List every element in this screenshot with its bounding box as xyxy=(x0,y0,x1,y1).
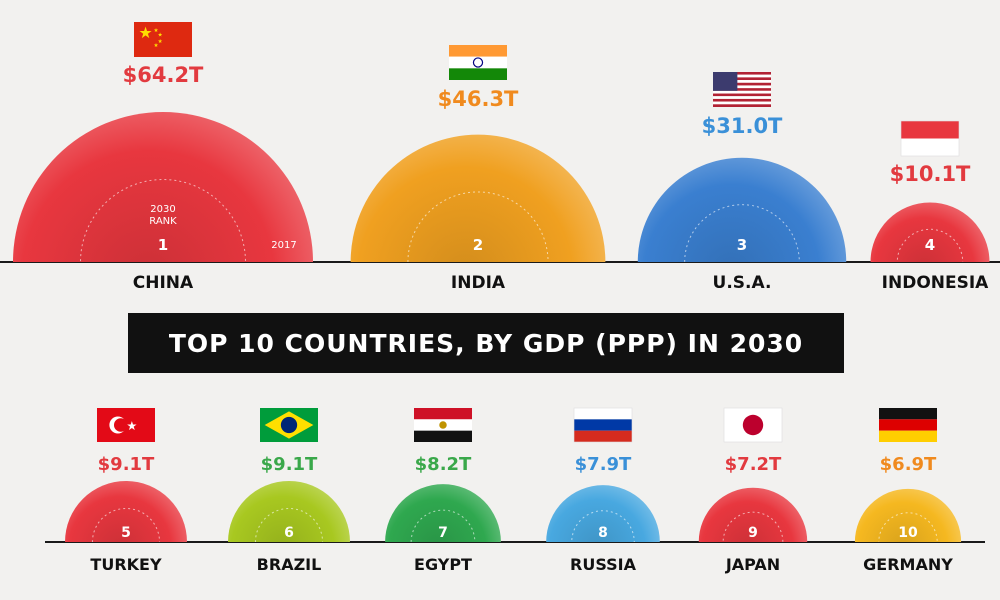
value-label: $9.1T xyxy=(98,454,155,475)
value-label: $8.2T xyxy=(415,454,472,475)
value-label: $6.9T xyxy=(880,454,937,475)
rank-label: 9 xyxy=(748,525,758,541)
bubble-9 xyxy=(698,487,808,542)
rank-label: 7 xyxy=(438,525,448,541)
value-label: $9.1T xyxy=(261,454,318,475)
rank-label: 6 xyxy=(284,525,294,541)
country-name: BRAZIL xyxy=(257,555,322,574)
bubble-turkey xyxy=(65,481,187,542)
country-name: GERMANY xyxy=(863,555,953,574)
bubble-1 xyxy=(13,112,313,262)
bubble-brazil xyxy=(228,481,350,542)
germany-flag xyxy=(879,408,937,442)
bubble-usa xyxy=(637,157,847,262)
svg-text:★: ★ xyxy=(154,27,159,34)
bubble-2 xyxy=(350,134,606,262)
rank-label: 4 xyxy=(925,236,935,254)
svg-text:★: ★ xyxy=(126,419,137,433)
svg-text:★: ★ xyxy=(158,38,163,45)
egypt-flag xyxy=(414,408,472,442)
value-label: $64.2T xyxy=(123,63,204,87)
bubble-egypt xyxy=(385,484,501,542)
bubble-4 xyxy=(870,202,990,262)
country-name: CHINA xyxy=(133,273,194,293)
rank-label: 2 xyxy=(473,236,483,254)
rank-label: 1 xyxy=(158,236,168,254)
bubble-china xyxy=(13,112,313,262)
bubble-japan xyxy=(698,487,808,542)
bubble-5 xyxy=(65,481,187,542)
turkey-flag: ★ xyxy=(97,408,155,442)
country-name: EGYPT xyxy=(414,555,472,574)
value-label: $10.1T xyxy=(890,162,971,186)
rank-label: 5 xyxy=(121,525,131,541)
country-name: U.S.A. xyxy=(713,273,772,293)
indonesia-flag xyxy=(900,120,960,157)
value-label: $31.0T xyxy=(702,114,783,138)
rank-label: 10 xyxy=(898,525,918,541)
bubble-india xyxy=(350,134,606,262)
value-label: $46.3T xyxy=(438,87,519,111)
legend-2017-label: 2017 xyxy=(271,240,296,251)
bubble-8 xyxy=(546,485,660,542)
country-name: RUSSIA xyxy=(570,555,637,574)
country-name: INDIA xyxy=(451,273,506,293)
chart-title: TOP 10 COUNTRIES, BY GDP (PPP) IN 2030 xyxy=(128,313,844,373)
rank-label: 3 xyxy=(737,236,747,254)
inner-ring-9 xyxy=(722,511,784,542)
brazil-flag xyxy=(260,408,318,442)
bubble-10 xyxy=(854,488,962,542)
bubble-3 xyxy=(637,157,847,262)
legend-rank-year: 2030 xyxy=(150,204,175,215)
china-flag: ★ ★★★★ xyxy=(134,22,192,57)
country-name: INDONESIA xyxy=(882,273,990,293)
value-label: $7.2T xyxy=(725,454,782,475)
russia-flag xyxy=(573,407,633,443)
svg-text:★: ★ xyxy=(158,32,163,39)
bubble-indonesia xyxy=(870,202,990,262)
bubble-germany xyxy=(854,488,962,542)
india-flag xyxy=(449,45,507,80)
svg-text:★: ★ xyxy=(154,42,159,49)
country-name: JAPAN xyxy=(725,555,780,574)
bubble-6 xyxy=(228,481,350,542)
value-label: $7.9T xyxy=(575,454,632,475)
bubble-russia xyxy=(546,485,660,542)
legend-rank-label: RANK xyxy=(149,216,177,227)
svg-text:★: ★ xyxy=(139,23,153,42)
country-name: TURKEY xyxy=(90,555,162,574)
bubble-7 xyxy=(385,484,501,542)
usa-flag xyxy=(713,72,771,107)
japan-flag xyxy=(723,407,783,443)
rank-label: 8 xyxy=(598,525,608,541)
